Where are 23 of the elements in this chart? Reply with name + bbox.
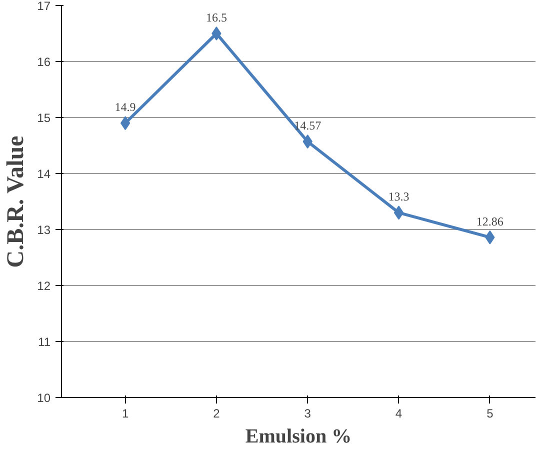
y-tick-label: 14	[37, 167, 51, 181]
y-tick-label: 13	[37, 223, 51, 237]
y-tick-label: 11	[38, 335, 51, 349]
point	[212, 26, 222, 40]
point	[394, 206, 404, 220]
x-tick-label: 3	[304, 406, 312, 420]
y-tick-label: 16	[37, 55, 51, 69]
y-tick-label: 10	[37, 391, 51, 405]
data-label: 14.57	[294, 118, 322, 133]
y-tick-label: 17	[37, 0, 51, 13]
data-label: 14.9	[114, 100, 136, 114]
y-axis-title: C.B.R. Value	[3, 135, 30, 268]
point	[120, 116, 130, 130]
data-label: 13.3	[388, 190, 410, 204]
x-tick-label: 5	[486, 406, 494, 420]
x-tick-label: 4	[395, 406, 402, 420]
data-label: 16.5	[206, 10, 227, 24]
x-axis-title: Emulsion %	[245, 426, 352, 448]
x-tick-label: 2	[213, 406, 220, 420]
y-tick-label: 15	[37, 111, 51, 125]
x-tick-label: 1	[122, 406, 129, 420]
data-label: 12.86	[476, 214, 504, 228]
y-tick-label: 12	[37, 279, 51, 293]
